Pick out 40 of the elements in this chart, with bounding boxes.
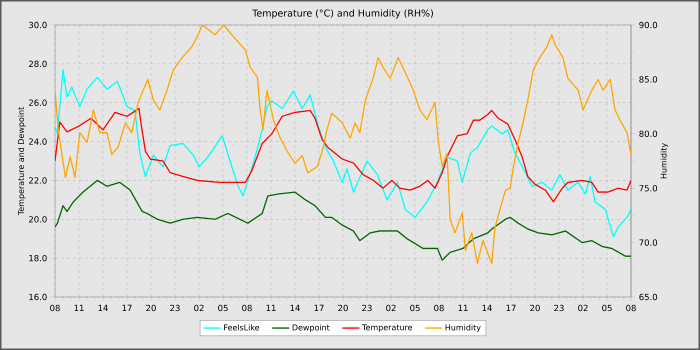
x-tick-label: 20 (338, 304, 348, 312)
x-tick-label: 11 (458, 304, 468, 311)
x-tick-label: 11 (74, 304, 84, 311)
x-tick-label: 02 (194, 304, 204, 312)
y2-tick-label: 65.0 (639, 294, 658, 300)
x-tick-label: 08 (50, 304, 60, 312)
x-tick-label: 23 (554, 304, 564, 312)
x-tick-label: 08 (626, 304, 636, 312)
x-tick-label: 05 (410, 304, 420, 312)
x-tick-label: 14 (98, 304, 108, 311)
chart-title: Temperature (°C) and Humidity (RH%) (252, 9, 433, 18)
x-tick-label: 08 (434, 304, 444, 312)
x-tick-label: 02 (386, 304, 396, 312)
x-tick-label: 14 (290, 304, 300, 311)
x-tick-label: 17 (122, 304, 132, 311)
x-tick-label: 08 (242, 304, 252, 312)
y2-tick-label: 85.0 (639, 76, 658, 83)
x-tick-label: 20 (146, 304, 156, 312)
x-tick-label: 05 (602, 304, 612, 312)
y-tick-label: 30.0 (29, 22, 47, 28)
x-tick-label: 17 (506, 304, 516, 311)
x-tick-label: 17 (314, 304, 324, 311)
x-tick-label: 23 (170, 304, 180, 312)
x-tick-label: 02 (578, 304, 588, 312)
y2-tick-label: 75.0 (639, 185, 658, 192)
y-tick-label: 26.0 (29, 100, 47, 106)
x-tick-label: 05 (218, 304, 228, 312)
y-tick-label: 22.0 (29, 177, 47, 184)
x-tick-label: 14 (482, 304, 492, 311)
y2-tick-label: 70.0 (639, 239, 658, 246)
y-tick-label: 18.0 (29, 254, 47, 262)
y-tick-label: 24.0 (29, 138, 47, 145)
y2-tick-label: 90.0 (639, 22, 658, 28)
x-tick-label: 20 (530, 304, 540, 312)
y2-tick-label: 80.0 (639, 130, 658, 138)
y-tick-label: 28.0 (29, 60, 47, 68)
y-tick-label: 20.0 (29, 216, 47, 222)
x-tick-label: 11 (266, 304, 276, 311)
y-tick-label: 16.0 (29, 294, 47, 300)
x-tick-label: 23 (362, 304, 372, 312)
